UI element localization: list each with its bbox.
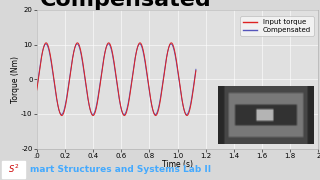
Text: Compensated: Compensated [40,0,212,10]
X-axis label: Time (s): Time (s) [162,160,193,169]
Legend: Input torque, Compensated: Input torque, Compensated [240,16,314,36]
FancyBboxPatch shape [2,161,25,178]
Text: $S^2$: $S^2$ [8,163,19,176]
Text: mart Structures and Systems Lab II: mart Structures and Systems Lab II [30,165,212,174]
Y-axis label: Torque (Nm): Torque (Nm) [11,56,20,103]
